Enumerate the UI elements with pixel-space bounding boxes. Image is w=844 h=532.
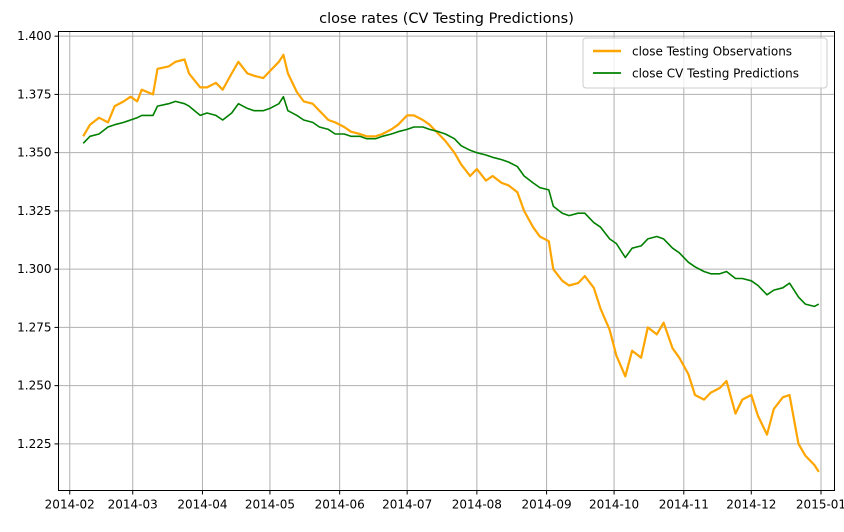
series-lines [82, 53, 820, 473]
plot-frame [58, 31, 835, 491]
chart-title: close rates (CV Testing Predictions) [319, 11, 574, 27]
y-tick-label: 1.275 [17, 320, 51, 334]
x-tick-label: 2014-02 [45, 498, 95, 512]
y-tick-label: 1.250 [17, 379, 51, 393]
x-tick-label: 2014-08 [452, 498, 502, 512]
x-tick-label: 2014-10 [589, 498, 639, 512]
x-axis: 2014-02 2014-03 2014-04 2014-05 2014-06 2014-… [45, 490, 844, 512]
y-tick-label: 1.225 [17, 437, 51, 451]
series-line-predictions [82, 95, 820, 308]
y-tick-label: 1.300 [17, 262, 51, 276]
grid [58, 31, 835, 491]
x-tick-label: 2014-11 [659, 498, 709, 512]
x-tick-label: 2014-09 [522, 498, 572, 512]
y-tick-label: 1.325 [17, 204, 51, 218]
x-tick-label: 2014-07 [382, 498, 432, 512]
x-tick-label: 2014-06 [315, 498, 365, 512]
legend-box [582, 37, 828, 89]
legend-label-observations: close Testing Observations [632, 45, 792, 59]
x-tick-label: 2014-12 [726, 498, 776, 512]
x-tick-label: 2015-01 [796, 498, 844, 512]
x-tick-label: 2014-04 [177, 498, 227, 512]
x-tick-label: 2014-05 [245, 498, 295, 512]
y-tick-label: 1.400 [17, 29, 51, 43]
y-axis: 1.225 1.250 1.275 1.300 1.325 1.350 1.375 1.400 [17, 29, 59, 451]
y-tick-label: 1.350 [17, 146, 51, 160]
series-line-observations [82, 53, 820, 473]
x-tick-label: 2014-03 [108, 498, 158, 512]
y-tick-label: 1.375 [17, 87, 51, 101]
legend: close Testing Observations close CV Test… [582, 37, 828, 89]
legend-label-predictions: close CV Testing Predictions [632, 67, 799, 81]
